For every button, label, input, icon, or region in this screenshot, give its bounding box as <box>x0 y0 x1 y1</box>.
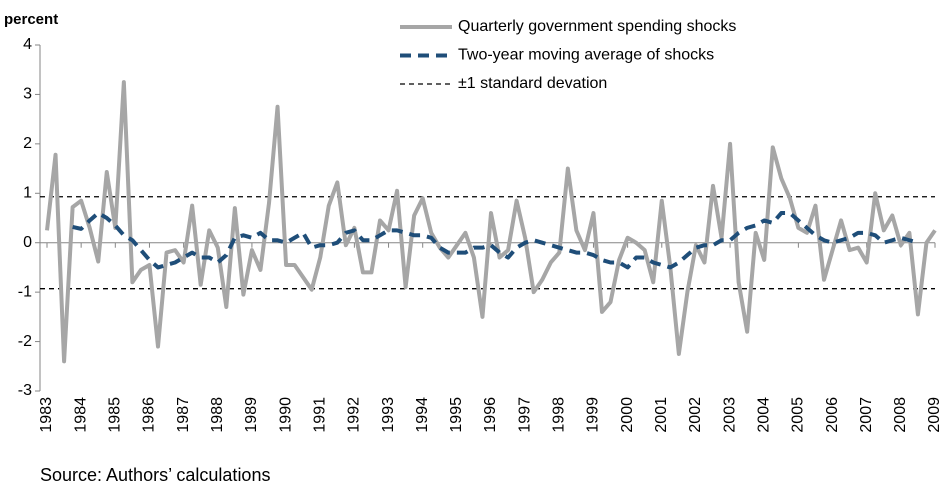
x-tick-label: 1996 <box>482 397 499 433</box>
y-tick-label: 4 <box>23 36 32 53</box>
x-tick-label: 2003 <box>721 397 738 433</box>
y-axis-label: percent <box>4 11 58 28</box>
y-tick-label: 3 <box>23 86 32 103</box>
legend-label: Quarterly government spending shocks <box>458 18 736 35</box>
x-tick-label: 2006 <box>824 397 841 433</box>
y-tick-label: 1 <box>23 185 32 202</box>
x-tick-label: 1988 <box>209 397 226 433</box>
y-tick-label: 2 <box>23 135 32 152</box>
x-tick-label: 2007 <box>858 397 875 433</box>
x-tick-label: 2004 <box>755 397 772 433</box>
series-line <box>72 211 919 270</box>
x-tick-label: 1983 <box>38 397 55 433</box>
y-tick-label: -3 <box>18 382 32 399</box>
x-tick-label: 1998 <box>551 397 568 433</box>
x-tick-label: 1986 <box>141 397 158 433</box>
x-tick-label: 1993 <box>380 397 397 433</box>
x-tick-label: 1997 <box>516 397 533 433</box>
x-tick-label: 2008 <box>892 397 909 433</box>
x-tick-label: 2002 <box>687 397 704 433</box>
legend-label: Two-year moving average of shocks <box>458 47 714 64</box>
source-note: Source: Authors’ calculations <box>40 465 270 485</box>
y-tick-label: -1 <box>18 283 32 300</box>
x-tick-label: 1987 <box>175 397 192 433</box>
x-tick-label: 1985 <box>107 397 124 433</box>
x-tick-label: 2005 <box>790 397 807 433</box>
series-line <box>45 80 937 364</box>
x-tick-label: 1999 <box>585 397 602 433</box>
x-tick-label: 1995 <box>448 397 465 433</box>
y-tick-label: -2 <box>18 333 32 350</box>
x-tick-label: 1992 <box>346 397 363 433</box>
x-tick-label: 1991 <box>311 397 328 433</box>
x-tick-label: 1989 <box>243 397 260 433</box>
x-tick-label: 2009 <box>926 397 942 433</box>
y-tick-label: 0 <box>23 234 32 251</box>
x-tick-label: 2001 <box>653 397 670 433</box>
legend-label: ±1 standard devation <box>458 75 607 92</box>
x-tick-label: 1994 <box>414 397 431 433</box>
x-tick-label: 1990 <box>277 397 294 433</box>
x-tick-label: 1984 <box>72 397 89 433</box>
x-tick-label: 2000 <box>619 397 636 433</box>
